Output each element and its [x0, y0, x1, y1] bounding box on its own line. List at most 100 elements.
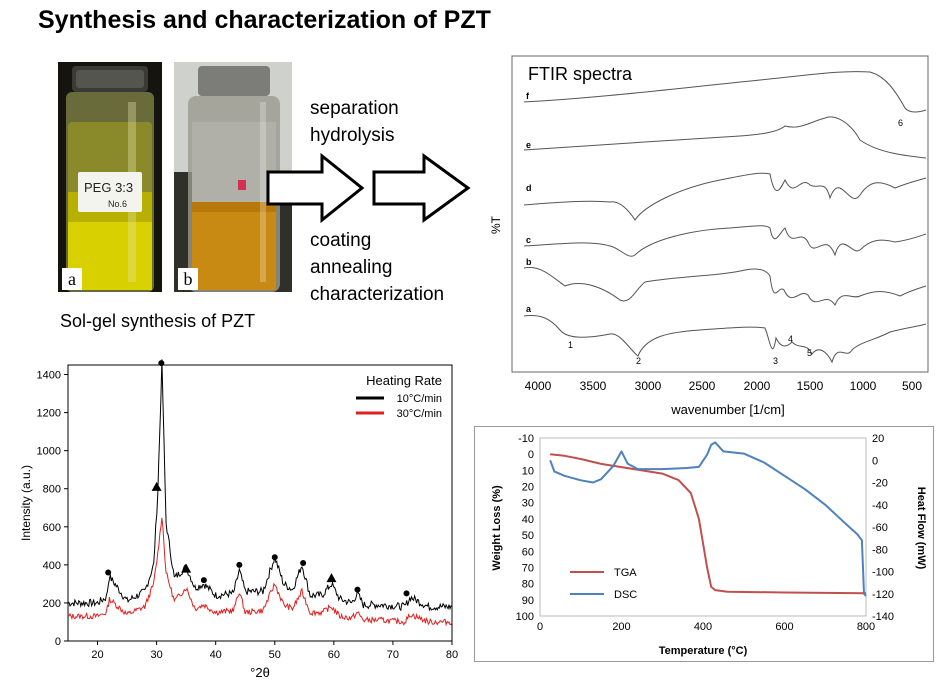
- xrd-x-tick-label: 70: [387, 649, 399, 661]
- photo-b-letter: b: [178, 268, 198, 290]
- tga-y2-tick-label: 0: [872, 455, 878, 467]
- xrd-circle-marker: [300, 559, 307, 566]
- tga-legend-label-dsc: DSC: [614, 589, 637, 601]
- vial-a-illustration: PEG 3:3 No.6: [58, 62, 162, 292]
- ftir-curve-f: [523, 71, 927, 113]
- xrd-circle-marker: [200, 577, 207, 584]
- tga-right-y-ticks: 20 0 -20 -40 -60 -80 -100 -120 -140: [872, 433, 894, 623]
- ftir-tick-1500: 1500: [797, 379, 824, 393]
- xrd-x-tick-label: 50: [269, 649, 281, 661]
- xrd-x-tick-label: 60: [328, 649, 340, 661]
- tga-y2-tick-label: -140: [872, 611, 894, 623]
- ftir-curve-d: [523, 172, 927, 221]
- ftir-spectra-panel: FTIR spectra %T f e d c b a 1 2 3 4 5 6 …: [489, 55, 929, 417]
- xrd-series-line: [67, 359, 453, 612]
- tga-x-tick-label: 800: [857, 621, 875, 633]
- tga-left-y-ticks: -10 0 10 20 30 40 50 60 70 80 90 100: [516, 433, 534, 623]
- vial-a-label-line1: PEG 3:3: [84, 180, 133, 195]
- xrd-triangle-marker: [181, 563, 192, 573]
- xrd-y-tick-label: 600: [43, 522, 61, 534]
- xrd-circle-marker: [158, 360, 165, 367]
- tga-x-tick-label: 0: [537, 621, 543, 633]
- xrd-circle-marker: [105, 569, 112, 576]
- tga-y-tick-label: 80: [522, 579, 534, 591]
- xrd-legend-title: Heating Rate: [366, 373, 442, 388]
- tga-y-tick-label: 0: [528, 449, 534, 461]
- ftir-curve-e: [523, 116, 927, 159]
- ftir-tick-1000: 1000: [850, 379, 877, 393]
- ftir-peak-label-6: 6: [898, 118, 903, 128]
- tga-y-tick-label: 40: [522, 514, 534, 526]
- xrd-y-tick-label: 800: [43, 484, 61, 496]
- tga-y-tick-label: 10: [522, 465, 534, 477]
- arrow-2-icon: [372, 153, 471, 223]
- step-annealing: annealing: [310, 257, 393, 278]
- tga-y-axis-label: Weight Loss (%): [491, 485, 503, 571]
- tga-x-tick-label: 200: [612, 621, 630, 633]
- xrd-circle-marker: [236, 561, 243, 568]
- xrd-y-tick-label: 200: [43, 598, 61, 610]
- tga-x-tick-label: 400: [694, 621, 712, 633]
- ftir-ylabel: %T: [489, 215, 503, 234]
- xrd-y-tick-label: 1200: [37, 408, 61, 420]
- tga-plot-frame: [539, 437, 867, 617]
- xrd-circle-marker: [271, 554, 278, 561]
- ftir-tick-4000: 4000: [525, 379, 552, 393]
- ftir-tick-2500: 2500: [689, 379, 716, 393]
- xrd-y-tick-label: 0: [55, 636, 61, 648]
- ftir-curve-a: [523, 315, 927, 364]
- tga-series-line: [549, 441, 867, 597]
- xrd-x-tick-label: 30: [150, 649, 162, 661]
- xrd-triangle-marker: [326, 573, 337, 583]
- ftir-curve-label-f: f: [526, 91, 530, 101]
- ftir-plot-frame: [511, 55, 929, 373]
- xrd-circle-marker: [403, 590, 410, 597]
- tga-x-axis-label: Temperature (°C): [659, 645, 748, 657]
- ftir-tick-500: 500: [902, 379, 922, 393]
- ftir-curve-label-d: d: [526, 183, 532, 193]
- step-characterization: characterization: [310, 284, 445, 305]
- xrd-circle-marker: [354, 586, 361, 593]
- tga-series-line: [550, 453, 867, 595]
- tga-y-tick-label: 20: [522, 482, 534, 494]
- ftir-curve-label-c: c: [526, 235, 531, 245]
- xrd-x-ticks: 20 30 40 50 60 70 80: [91, 641, 458, 661]
- xrd-legend-label-30cmin: 30°C/min: [397, 408, 442, 420]
- xrd-y-axis-label: Intensity (a.u.): [19, 465, 33, 541]
- xrd-plot-frame: [67, 364, 453, 642]
- ftir-peak-label-3: 3: [773, 356, 778, 366]
- xrd-y-tick-label: 1000: [37, 446, 61, 458]
- tga-y-tick-label: 90: [522, 595, 534, 607]
- ftir-curves: [523, 71, 927, 364]
- ftir-curve-label-e: e: [526, 140, 531, 150]
- tga-series: [549, 441, 867, 597]
- process-arrows: [266, 152, 471, 224]
- xrd-x-tick-label: 40: [210, 649, 222, 661]
- photo-a-letter: a: [62, 268, 82, 290]
- photo-a-yellow-vial: PEG 3:3 No.6 a: [58, 62, 162, 292]
- ftir-xlabel: wavenumber [1/cm]: [670, 402, 784, 417]
- xrd-x-tick-label: 20: [91, 649, 103, 661]
- xrd-y-ticks: 0 200 400 600 800 1000 1200 1400: [37, 370, 68, 648]
- tga-y-tick-label: 70: [522, 562, 534, 574]
- tga-y-tick-label: 50: [522, 530, 534, 542]
- step-separation: separation: [310, 98, 399, 119]
- vial-a-paper-label: [78, 172, 142, 212]
- ftir-tick-2000: 2000: [744, 379, 771, 393]
- sol-gel-caption: Sol-gel synthesis of PZT: [60, 311, 256, 331]
- tga-x-tick-label: 600: [775, 621, 793, 633]
- ftir-x-ticks: 4000 3500 3000 2500 2000 1500 1000 500: [525, 379, 923, 393]
- ftir-tick-3000: 3000: [635, 379, 662, 393]
- tga-y-tick-label: 100: [516, 611, 534, 623]
- tga-legend: TGA DSC: [570, 567, 637, 601]
- tga-y2-tick-label: 20: [872, 433, 884, 445]
- tga-y-tick-label: 60: [522, 546, 534, 558]
- xrd-series: [67, 359, 453, 627]
- ftir-peak-label-4: 4: [788, 334, 793, 344]
- ftir-peak-label-5: 5: [807, 348, 812, 358]
- xrd-legend-label-10cmin: 10°C/min: [397, 393, 442, 405]
- tga-y2-tick-label: -80: [872, 544, 888, 556]
- ftir-tick-3500: 3500: [580, 379, 607, 393]
- vial-a-label-line2: No.6: [108, 199, 127, 209]
